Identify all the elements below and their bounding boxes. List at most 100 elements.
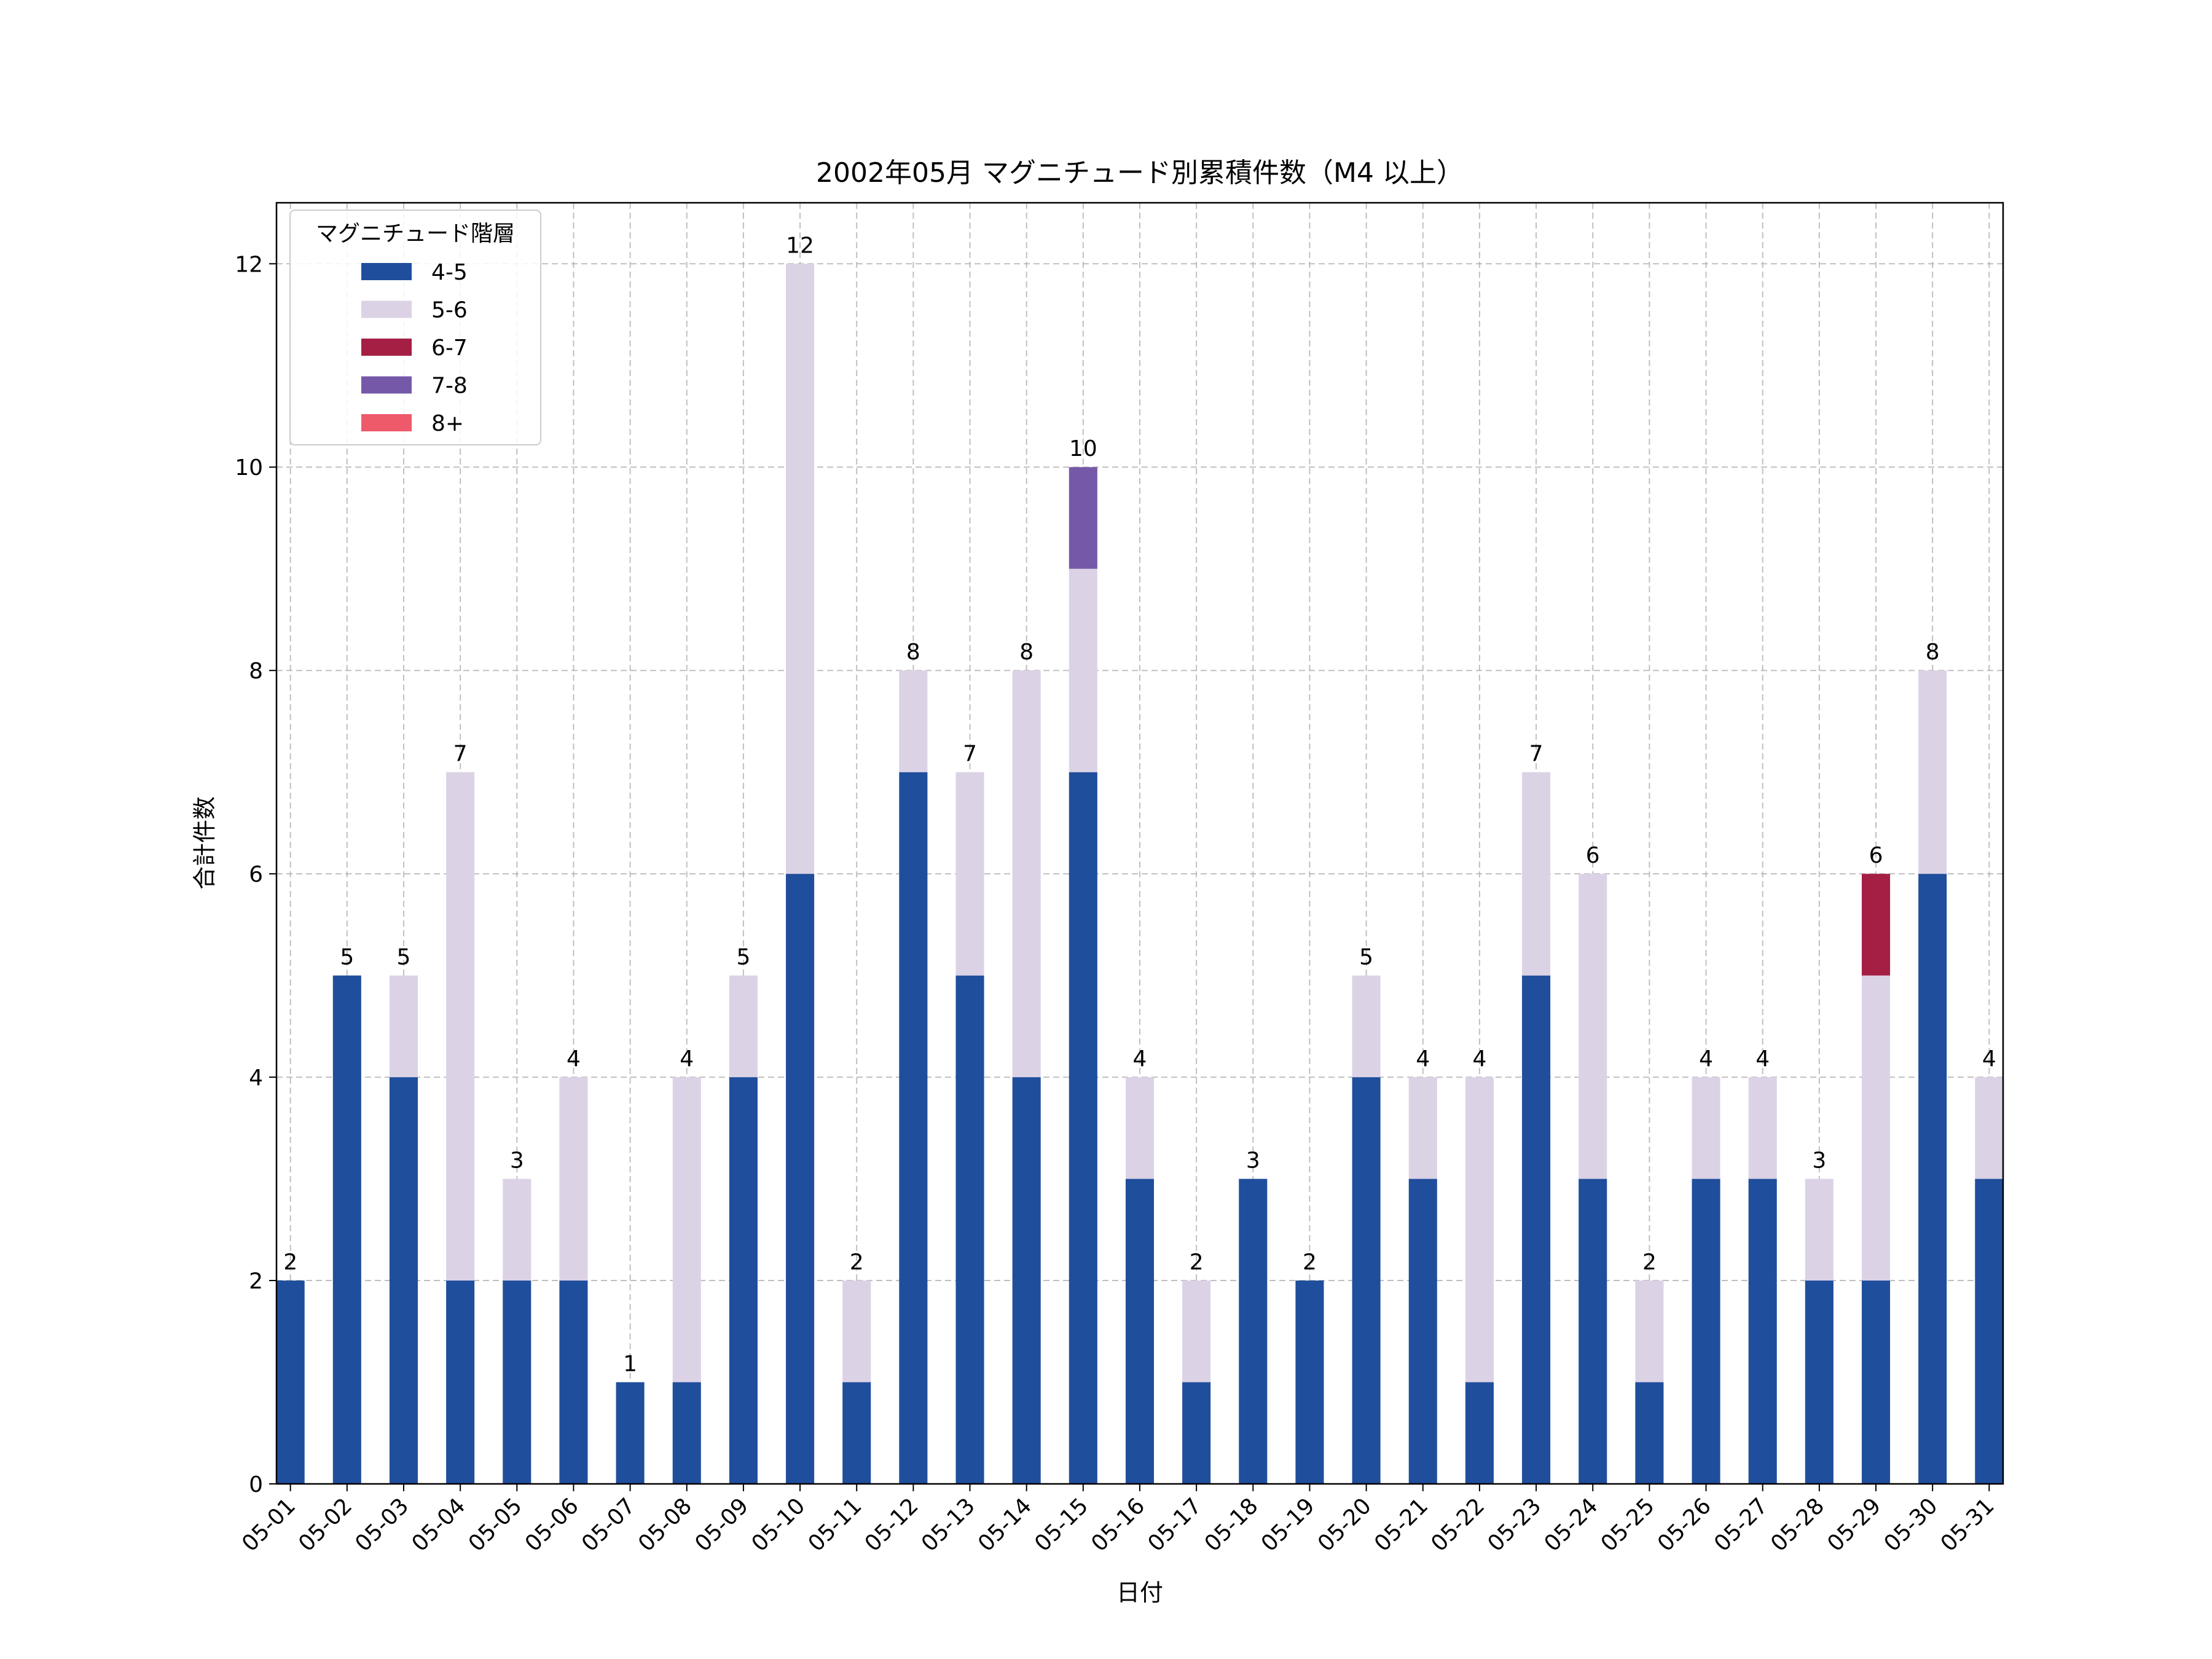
bar-total-label: 2 bbox=[1303, 1250, 1317, 1275]
legend-label-7-8: 7-8 bbox=[431, 374, 468, 399]
bar-segment-4-5 bbox=[616, 1382, 645, 1484]
bar-segment-4-5 bbox=[1239, 1179, 1268, 1484]
bar-total-label: 4 bbox=[1472, 1046, 1486, 1072]
bar-total-label: 12 bbox=[786, 233, 814, 258]
bar-total-label: 8 bbox=[906, 640, 920, 665]
bar-segment-4-5 bbox=[1012, 1077, 1041, 1484]
bar-total-label: 2 bbox=[850, 1250, 864, 1275]
bar-segment-5-6 bbox=[1805, 1179, 1834, 1281]
bar-segment-5-6 bbox=[1069, 568, 1097, 772]
bar-segment-5-6 bbox=[1975, 1077, 2004, 1179]
bar-segment-5-6 bbox=[1861, 975, 1891, 1281]
bar-segment-4-5 bbox=[1748, 1179, 1777, 1484]
bar-segment-4-5 bbox=[1579, 1179, 1607, 1484]
bar-segment-4-5 bbox=[672, 1382, 701, 1484]
bar-total-label: 2 bbox=[1642, 1250, 1657, 1275]
bar-total-label: 6 bbox=[1586, 843, 1600, 868]
bar-segment-5-6 bbox=[446, 772, 475, 1281]
bar-total-label: 4 bbox=[1699, 1046, 1713, 1072]
bar-total-label: 4 bbox=[1416, 1046, 1430, 1072]
legend-swatch-8+ bbox=[361, 414, 412, 431]
bar-total-label: 4 bbox=[1133, 1046, 1147, 1072]
y-axis-label: 合計件数 bbox=[191, 796, 218, 890]
bar-segment-5-6 bbox=[729, 975, 758, 1078]
bar-segment-4-5 bbox=[1295, 1281, 1324, 1484]
bar-segment-4-5 bbox=[1861, 1281, 1891, 1484]
bar-total-label: 4 bbox=[1982, 1046, 1996, 1072]
y-axis: 0 2 4 6 8 10 12 bbox=[235, 252, 276, 1497]
bar-total-label: 8 bbox=[1019, 640, 1033, 665]
legend-swatch-5-6 bbox=[361, 300, 412, 318]
bar-total-label: 5 bbox=[1359, 945, 1373, 970]
x-axis-label: 日付 bbox=[1116, 1579, 1163, 1606]
bar-total-label: 7 bbox=[1529, 742, 1543, 767]
bar-total-label: 8 bbox=[1926, 640, 1940, 665]
bar-total-label: 5 bbox=[340, 945, 354, 970]
bar-segment-4-5 bbox=[276, 1281, 305, 1484]
bar-segment-4-5 bbox=[1975, 1179, 2004, 1484]
bar-total-label: 3 bbox=[1812, 1148, 1826, 1174]
bar-segment-4-5 bbox=[446, 1281, 475, 1484]
bar-segment-4-5 bbox=[1465, 1382, 1494, 1484]
y-tick-label: 8 bbox=[249, 659, 263, 684]
bar-segment-4-5 bbox=[1125, 1179, 1155, 1484]
legend-swatch-6-7 bbox=[361, 339, 412, 356]
bar-segment-5-6 bbox=[842, 1281, 871, 1382]
bar-segment-4-5 bbox=[842, 1382, 871, 1484]
bar-segment-4-5 bbox=[332, 975, 361, 1484]
bar-segment-5-6 bbox=[1692, 1077, 1720, 1179]
bar-total-label: 3 bbox=[1246, 1148, 1260, 1174]
legend-label-4-5: 4-5 bbox=[431, 260, 468, 285]
bar-segment-4-5 bbox=[786, 874, 815, 1484]
bar-segment-6-7 bbox=[1861, 874, 1891, 976]
bar-segment-4-5 bbox=[1692, 1179, 1720, 1484]
bar-segment-4-5 bbox=[899, 772, 928, 1484]
bar-segment-4-5 bbox=[1522, 975, 1551, 1484]
legend-label-5-6: 5-6 bbox=[431, 298, 468, 323]
bar-segment-4-5 bbox=[389, 1077, 418, 1484]
bar-segment-5-6 bbox=[1748, 1077, 1777, 1179]
bar-segment-4-5 bbox=[1352, 1077, 1381, 1484]
legend-title: マグニチュード階層 bbox=[316, 221, 515, 246]
bar-total-label: 7 bbox=[453, 742, 468, 767]
bar-total-label: 2 bbox=[1190, 1250, 1204, 1275]
bar-segment-4-5 bbox=[503, 1281, 531, 1484]
bar-segment-4-5 bbox=[1805, 1281, 1834, 1484]
data-labels: 2 5 5 7 3 4 1 4 5 12 2 8 7 8 10 4 2 3 2 5 4 4 7 6 2 4 4 3 6 8 4 bbox=[283, 233, 1996, 1376]
bar-total-label: 7 bbox=[963, 742, 977, 767]
bar-total-label: 6 bbox=[1869, 843, 1883, 868]
y-tick-label: 0 bbox=[249, 1472, 263, 1497]
y-tick-label: 2 bbox=[249, 1269, 263, 1294]
bar-segment-5-6 bbox=[1918, 670, 1947, 874]
bar-segment-5-6 bbox=[1352, 975, 1381, 1078]
bar-segment-5-6 bbox=[503, 1179, 531, 1281]
legend-label-6-7: 6-7 bbox=[431, 335, 468, 361]
bar-total-label: 1 bbox=[623, 1352, 637, 1377]
bar-total-label: 5 bbox=[397, 945, 411, 970]
bar-segment-4-5 bbox=[1918, 874, 1947, 1484]
legend-swatch-7-8 bbox=[361, 376, 412, 394]
bar-segment-5-6 bbox=[1635, 1281, 1664, 1382]
bar-segment-5-6 bbox=[1579, 874, 1607, 1179]
bar-segment-5-6 bbox=[955, 772, 984, 976]
bars bbox=[276, 264, 2004, 1484]
chart-title: 2002年05月 マグニチュード別累積件数（M4 以上） bbox=[816, 157, 1464, 189]
bar-segment-5-6 bbox=[559, 1077, 588, 1281]
bar-total-label: 2 bbox=[283, 1250, 297, 1275]
legend-box bbox=[289, 210, 541, 445]
bar-segment-4-5 bbox=[559, 1281, 588, 1484]
y-tick-label: 10 bbox=[235, 455, 263, 480]
bar-segment-5-6 bbox=[1125, 1077, 1155, 1179]
bar-segment-4-5 bbox=[1069, 772, 1097, 1484]
bar-segment-5-6 bbox=[899, 670, 928, 772]
bar-segment-5-6 bbox=[1182, 1281, 1211, 1382]
bar-segment-4-5 bbox=[1182, 1382, 1211, 1484]
bar-segment-7-8 bbox=[1069, 467, 1097, 569]
legend: マグニチュード階層 4-5 5-6 6-7 7-8 8+ bbox=[289, 210, 541, 445]
bar-segment-5-6 bbox=[1012, 670, 1041, 1078]
bar-total-label: 10 bbox=[1069, 436, 1097, 461]
bar-total-label: 3 bbox=[510, 1148, 524, 1174]
bar-segment-5-6 bbox=[1522, 772, 1551, 976]
bar-segment-5-6 bbox=[389, 975, 418, 1078]
